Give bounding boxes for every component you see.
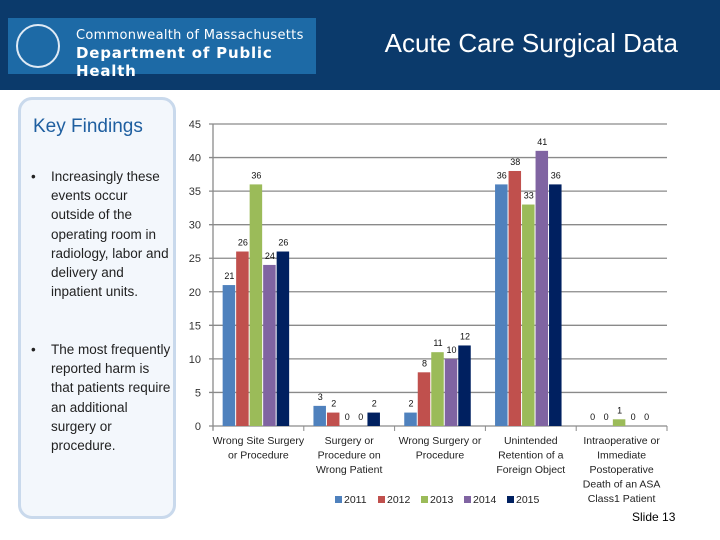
y-tick-label: 25 [189, 253, 201, 265]
data-label: 2 [408, 399, 413, 409]
logo-line2: Department of Public Health [76, 44, 273, 80]
finding-2: The most frequently reported harm is tha… [31, 340, 171, 455]
data-label: 2 [331, 399, 336, 409]
category-label: Death of an ASA [583, 479, 661, 491]
category-label: Wrong Patient [316, 464, 382, 476]
slide-number: Slide 13 [632, 510, 676, 524]
legend-swatch-2014 [464, 496, 471, 503]
legend-swatch-2012 [378, 496, 385, 503]
bar-2014 [444, 358, 458, 426]
bar-2012 [417, 372, 431, 426]
y-tick-label: 20 [189, 287, 201, 299]
data-label: 41 [537, 137, 547, 147]
category-label: Intraoperative or [583, 435, 660, 447]
data-label: 0 [604, 412, 609, 422]
page-title: Acute Care Surgical Data [384, 28, 678, 58]
data-label: 10 [446, 345, 456, 355]
legend-swatch-2013 [421, 496, 428, 503]
data-label: 3 [318, 392, 323, 402]
bar-2014 [535, 150, 549, 426]
legend-label: 2015 [516, 494, 540, 506]
bar-2013 [249, 184, 263, 426]
key-findings-panel: Key Findings Increasingly these events o… [18, 97, 176, 519]
y-tick-label: 5 [195, 387, 201, 399]
logo-line1: Commonwealth of Massachusetts [76, 28, 304, 43]
y-tick-label: 30 [189, 220, 201, 232]
bar-2011 [222, 285, 236, 426]
bar-2012 [508, 170, 522, 426]
bar-2015 [549, 184, 562, 426]
header: Commonwealth of Massachusetts Department… [0, 0, 720, 90]
category-label: Immediate [597, 450, 646, 462]
legend-label: 2011 [344, 494, 367, 506]
data-label: 33 [524, 191, 534, 201]
data-label: 26 [278, 238, 288, 248]
data-label: 36 [251, 170, 261, 180]
category-label: Wrong Surgery or [399, 435, 482, 447]
data-label: 36 [551, 170, 561, 180]
category-label: Procedure on [318, 450, 381, 462]
bar-2011 [495, 184, 508, 426]
data-label: 38 [510, 157, 520, 167]
category-label: Retention of a [498, 450, 564, 462]
finding-1: Increasingly these events occur outside … [31, 167, 171, 301]
y-tick-label: 35 [189, 186, 201, 198]
bar-2013 [431, 352, 444, 426]
legend-swatch-2011 [335, 496, 342, 503]
category-label: Postoperative [589, 464, 653, 476]
bar-2012 [326, 412, 340, 426]
bar-2015 [458, 345, 471, 426]
y-tick-label: 15 [189, 320, 201, 332]
y-tick-label: 10 [189, 354, 201, 366]
data-label: 12 [460, 331, 470, 341]
bar-2011 [313, 405, 326, 426]
data-label: 26 [238, 238, 248, 248]
data-label: 0 [358, 412, 363, 422]
dph-logo: Commonwealth of Massachusetts Department… [8, 18, 316, 80]
data-label: 2 [372, 399, 377, 409]
data-label: 0 [345, 412, 350, 422]
category-label: Unintended [504, 435, 558, 447]
bar-2015 [367, 412, 380, 426]
legend-label: 2014 [473, 494, 497, 506]
category-label: Procedure [416, 450, 465, 462]
data-label: 24 [265, 251, 275, 261]
data-label: 11 [433, 338, 442, 348]
data-label: 21 [224, 271, 234, 281]
seal-icon [16, 24, 60, 68]
bar-2014 [263, 264, 276, 426]
data-label: 0 [644, 412, 649, 422]
bar-2013 [522, 204, 535, 426]
y-tick-label: 45 [189, 119, 201, 131]
data-label: 0 [590, 412, 595, 422]
bar-2011 [404, 412, 417, 426]
legend-label: 2012 [387, 494, 411, 506]
legend-swatch-2015 [507, 496, 514, 503]
bar-2013 [612, 419, 626, 426]
category-label: Foreign Object [496, 464, 565, 476]
category-label: Class1 Patient [588, 493, 656, 505]
data-label: 8 [422, 358, 427, 368]
y-tick-label: 40 [189, 153, 201, 165]
y-tick-label: 0 [195, 421, 201, 433]
category-label: Wrong Site Surgery [213, 435, 305, 447]
data-label: 0 [631, 412, 636, 422]
key-findings-title: Key Findings [33, 116, 143, 137]
bar-2015 [276, 251, 290, 426]
category-label: or Procedure [228, 450, 289, 462]
category-label: Surgery or [325, 435, 375, 447]
bar-2012 [236, 251, 249, 426]
data-label: 36 [497, 170, 507, 180]
legend-label: 2013 [430, 494, 454, 506]
data-label: 1 [617, 405, 622, 415]
